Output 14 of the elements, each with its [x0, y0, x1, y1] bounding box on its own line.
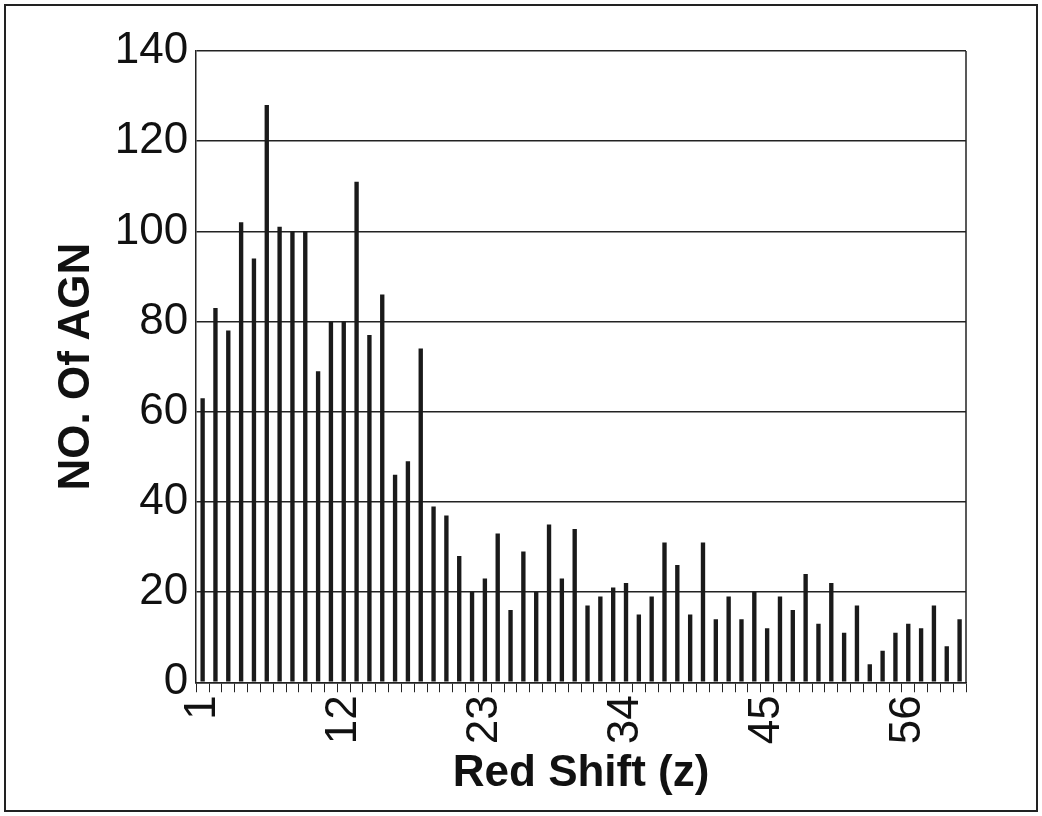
y-tick-label: 40 — [139, 474, 189, 524]
y-tick-label: 80 — [139, 293, 189, 343]
x-tick-label: 45 — [739, 695, 789, 745]
x-tick-label: 12 — [315, 695, 365, 745]
x-tick-label: 34 — [598, 695, 648, 745]
y-tick-label: 120 — [114, 113, 189, 163]
y-tick-label: 140 — [114, 23, 189, 73]
x-tick-label: 56 — [880, 695, 930, 745]
y-axis-title: NO. Of AGN — [48, 242, 98, 491]
y-tick-label: 20 — [139, 564, 189, 614]
y-tick-label: 60 — [139, 383, 189, 433]
y-tick-label: 100 — [114, 203, 189, 253]
x-axis-title: Red Shift (z) — [452, 745, 710, 795]
x-tick-label: 23 — [457, 695, 507, 745]
